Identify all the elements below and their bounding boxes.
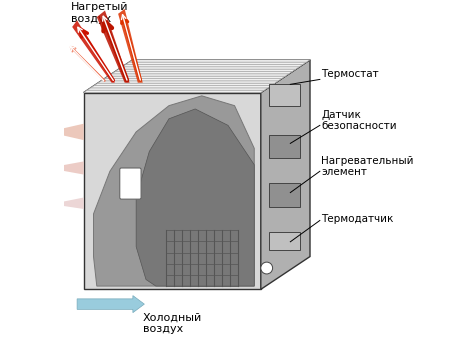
Polygon shape bbox=[119, 67, 299, 69]
FancyBboxPatch shape bbox=[120, 168, 141, 199]
Polygon shape bbox=[108, 74, 288, 76]
Polygon shape bbox=[83, 90, 264, 93]
Bar bbox=[268, 232, 299, 250]
Polygon shape bbox=[47, 124, 83, 140]
Polygon shape bbox=[260, 60, 309, 289]
Polygon shape bbox=[111, 71, 292, 74]
Polygon shape bbox=[94, 83, 274, 86]
Bar bbox=[268, 135, 299, 158]
Text: Термостат: Термостат bbox=[321, 70, 378, 79]
Bar bbox=[268, 84, 299, 106]
Polygon shape bbox=[47, 162, 83, 174]
Polygon shape bbox=[91, 86, 271, 88]
Polygon shape bbox=[136, 109, 254, 286]
Polygon shape bbox=[97, 81, 278, 83]
Polygon shape bbox=[122, 65, 302, 67]
Polygon shape bbox=[118, 9, 142, 83]
Circle shape bbox=[260, 262, 272, 274]
Polygon shape bbox=[105, 76, 285, 78]
FancyArrow shape bbox=[77, 296, 144, 313]
Text: Термодатчик: Термодатчик bbox=[321, 214, 393, 224]
Polygon shape bbox=[101, 78, 281, 81]
Text: Холодный
воздух: Холодный воздух bbox=[142, 312, 202, 334]
Polygon shape bbox=[72, 20, 115, 83]
Polygon shape bbox=[126, 62, 306, 65]
Polygon shape bbox=[96, 10, 129, 83]
Polygon shape bbox=[83, 93, 260, 289]
Text: Датчик
безопасности: Датчик безопасности bbox=[321, 110, 396, 131]
Polygon shape bbox=[115, 69, 295, 71]
Text: Нагретый
воздух: Нагретый воздух bbox=[71, 2, 128, 24]
Polygon shape bbox=[129, 60, 309, 62]
Bar bbox=[268, 183, 299, 207]
Polygon shape bbox=[51, 197, 83, 209]
Polygon shape bbox=[93, 96, 254, 286]
Text: Нагревательный
элемент: Нагревательный элемент bbox=[321, 155, 413, 177]
Polygon shape bbox=[83, 60, 309, 93]
Polygon shape bbox=[87, 88, 267, 90]
